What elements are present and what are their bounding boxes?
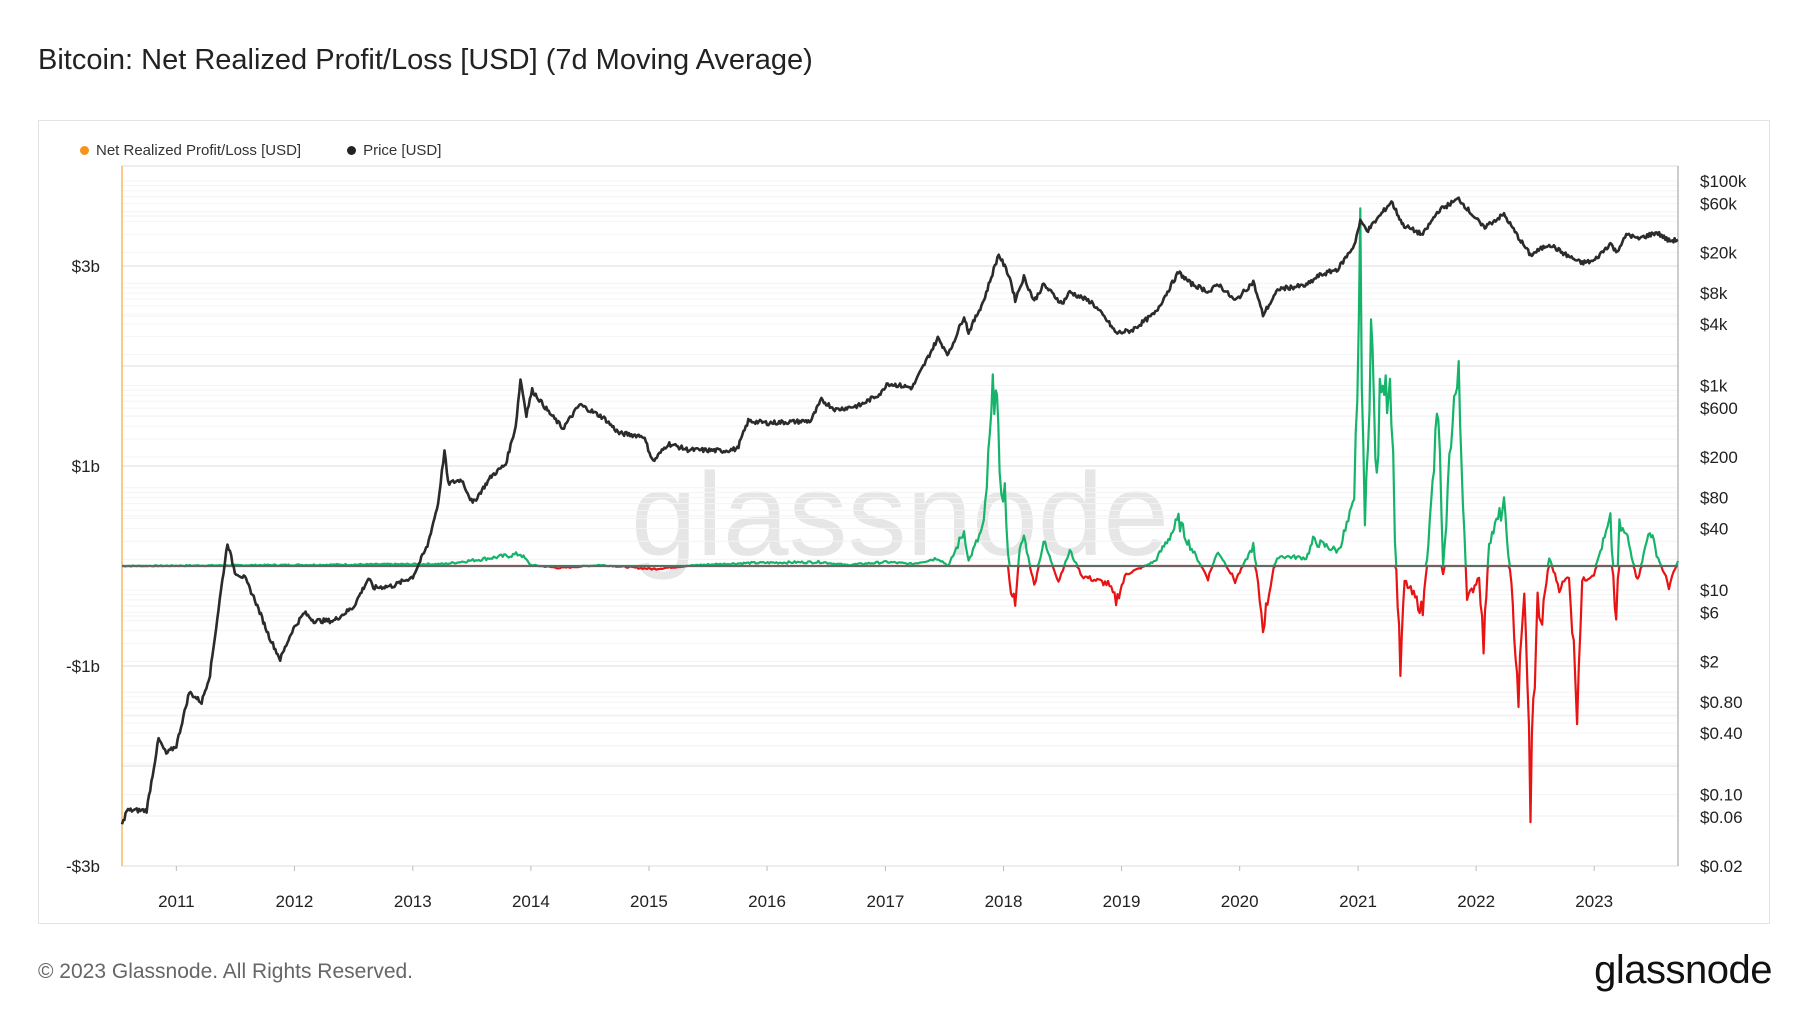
y-right-tick-label: $100k — [1700, 172, 1747, 191]
y-right-tick-label: $0.40 — [1700, 724, 1743, 743]
x-tick-label: 2017 — [867, 892, 905, 911]
y-right-tick-label: $600 — [1700, 399, 1738, 418]
x-tick-label: 2016 — [748, 892, 786, 911]
y-left-tick-label: $3b — [72, 257, 100, 276]
y-right-tick-label: $2 — [1700, 652, 1719, 671]
watermark: glassnode — [631, 449, 1169, 581]
legend-item-net-realized[interactable]: Net Realized Profit/Loss [USD] — [80, 142, 301, 159]
legend-dot-icon — [80, 146, 89, 155]
legend-label-net-realized: Net Realized Profit/Loss [USD] — [96, 142, 302, 159]
y-right-tick-label: $0.06 — [1700, 808, 1743, 827]
y-right-tick-label: $1k — [1700, 376, 1728, 395]
y-right-tick-label: $4k — [1700, 315, 1728, 334]
left-axis: $3b $1b -$1b -$3b — [66, 257, 100, 876]
chart-title: Bitcoin: Net Realized Profit/Loss [USD] … — [38, 44, 813, 76]
brand-logo: glassnode — [1594, 948, 1772, 992]
x-tick-label: 2019 — [1103, 892, 1141, 911]
legend-item-price[interactable]: Price [USD] — [347, 142, 441, 159]
x-tick-label: 2013 — [394, 892, 432, 911]
price-line — [120, 196, 1679, 825]
plot-series — [120, 196, 1680, 825]
x-axis: 2011 2012 2013 2014 2015 2016 2017 2018 2019 2020… — [158, 866, 1613, 911]
x-tick-label: 2011 — [158, 892, 195, 911]
chart-legend: Net Realized Profit/Loss [USD] Price [US… — [80, 142, 441, 159]
y-right-tick-label: $200 — [1700, 448, 1738, 467]
x-tick-label: 2012 — [276, 892, 314, 911]
copyright-footer: © 2023 Glassnode. All Rights Reserved. — [38, 960, 414, 983]
y-left-tick-label: -$3b — [66, 857, 100, 876]
y-left-tick-label: $1b — [72, 457, 100, 476]
grid-lines — [121, 165, 1679, 867]
y-left-tick-label: -$1b — [66, 657, 100, 676]
y-right-tick-label: $6 — [1700, 604, 1719, 623]
y-right-tick-label: $40 — [1700, 519, 1728, 538]
y-right-tick-label: $60k — [1700, 195, 1737, 214]
y-right-tick-label: $0.02 — [1700, 857, 1743, 876]
x-tick-label: 2018 — [985, 892, 1023, 911]
chart-panel — [38, 120, 1770, 924]
y-right-tick-label: $20k — [1700, 243, 1737, 262]
x-tick-label: 2014 — [512, 892, 550, 911]
x-tick-label: 2020 — [1221, 892, 1259, 911]
y-right-tick-label: $10 — [1700, 581, 1728, 600]
x-tick-label: 2021 — [1339, 892, 1377, 911]
x-tick-label: 2023 — [1575, 892, 1613, 911]
y-right-tick-label: $0.80 — [1700, 693, 1743, 712]
right-axis: $100k $60k $20k $8k $4k $1k $600 $200 $80 $40 $10 $… — [1700, 172, 1747, 876]
legend-label-price: Price [USD] — [363, 142, 442, 159]
y-right-tick-label: $8k — [1700, 284, 1728, 303]
y-right-tick-label: $0.10 — [1700, 786, 1743, 805]
x-tick-label: 2015 — [630, 892, 668, 911]
legend-dot-icon — [347, 146, 357, 155]
y-right-tick-label: $80 — [1700, 489, 1728, 508]
x-tick-label: 2022 — [1457, 892, 1495, 911]
